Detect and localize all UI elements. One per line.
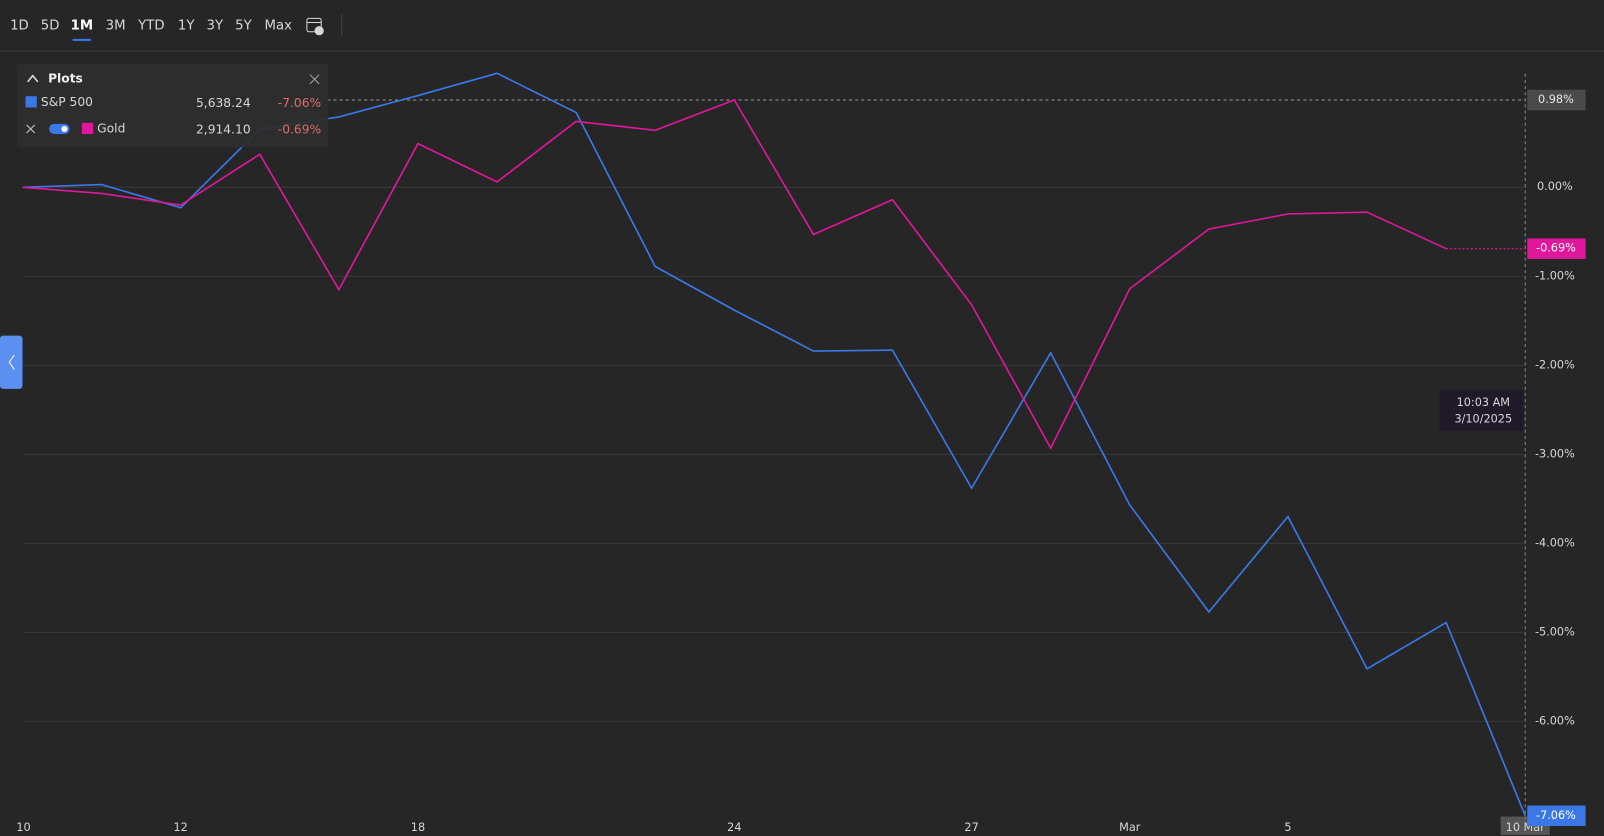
crosshair-tooltip xyxy=(1439,389,1524,431)
series-line xyxy=(22,99,1447,450)
range-button[interactable]: 5D xyxy=(41,19,60,34)
legend-price: 5,638.24 xyxy=(196,96,251,110)
range-button[interactable]: 1Y xyxy=(178,19,195,34)
y-tick-label: -6.00% xyxy=(1535,714,1575,727)
range-button[interactable]: Max xyxy=(264,19,292,34)
legend-collapse[interactable] xyxy=(27,74,39,83)
x-tick-label: 10 xyxy=(16,821,30,834)
calendar-icon[interactable] xyxy=(306,17,324,36)
legend-swatch xyxy=(25,96,37,108)
legend-label: S&P 500 xyxy=(41,95,93,109)
legend-panel xyxy=(17,64,329,148)
x-tick-label: 18 xyxy=(411,821,425,834)
x-tick-label: 27 xyxy=(964,821,978,834)
legend-change: -7.06% xyxy=(278,96,321,110)
legend-price: 2,914.10 xyxy=(196,122,251,136)
range-button[interactable]: YTD xyxy=(137,19,164,34)
y-tick-label: -4.00% xyxy=(1535,536,1575,549)
end-marker-label: -7.06% xyxy=(1536,809,1576,822)
legend-title: Plots xyxy=(48,71,83,85)
y-tick-label: 0.00% xyxy=(1537,180,1573,193)
x-tick-label: 24 xyxy=(727,821,741,834)
y-tick-label: -2.00% xyxy=(1535,358,1575,371)
y-tick-label: -5.00% xyxy=(1535,625,1575,638)
max-marker-label: 0.98% xyxy=(1538,93,1574,106)
max-marker-box xyxy=(1527,89,1586,111)
x-tick-label: 12 xyxy=(174,821,188,834)
tooltip-date: 3/10/2025 xyxy=(1454,413,1512,426)
end-marker-box xyxy=(1527,805,1586,826)
range-button[interactable]: 1D xyxy=(10,19,29,34)
legend-change: -0.69% xyxy=(278,122,321,136)
y-tick-label: -3.00% xyxy=(1535,447,1575,460)
end-marker-box xyxy=(1527,238,1586,259)
legend-swatch xyxy=(81,122,94,135)
legend-label: Gold xyxy=(97,121,125,135)
tooltip-time: 10:03 AM xyxy=(1457,396,1510,409)
range-button[interactable]: 5Y xyxy=(235,19,252,34)
range-button[interactable]: 3Y xyxy=(207,19,224,34)
range-button[interactable]: 3M xyxy=(106,19,126,34)
legend-close[interactable] xyxy=(309,74,320,85)
side-tab-arrow xyxy=(8,354,15,370)
x-tick-label: 5 xyxy=(1284,821,1291,834)
y-tick-label: -1.00% xyxy=(1535,269,1575,282)
x-tick-label: Mar xyxy=(1119,821,1141,834)
series-toggle-knob xyxy=(61,125,68,132)
range-underline xyxy=(72,38,92,41)
remove-series[interactable] xyxy=(26,124,36,134)
range-button[interactable]: 1M xyxy=(71,19,93,34)
end-marker-label: -0.69% xyxy=(1536,242,1576,255)
side-tab[interactable] xyxy=(0,335,23,389)
